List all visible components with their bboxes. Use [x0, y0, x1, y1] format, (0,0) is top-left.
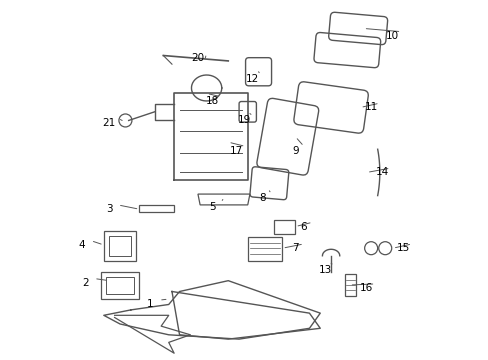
Text: 4: 4 — [79, 240, 85, 250]
Text: 6: 6 — [300, 221, 307, 231]
Text: 20: 20 — [191, 53, 204, 63]
Text: 21: 21 — [102, 118, 116, 128]
Text: 1: 1 — [147, 300, 153, 310]
Text: 10: 10 — [386, 31, 399, 41]
Text: 11: 11 — [364, 103, 377, 112]
Text: 7: 7 — [291, 243, 298, 253]
Text: 13: 13 — [318, 265, 332, 275]
Text: 12: 12 — [245, 74, 258, 84]
Text: 16: 16 — [360, 283, 373, 293]
Text: 19: 19 — [237, 116, 251, 126]
Text: 14: 14 — [375, 167, 388, 177]
Text: 18: 18 — [205, 96, 218, 106]
Text: 17: 17 — [230, 146, 243, 156]
Text: 3: 3 — [106, 204, 112, 214]
Text: 2: 2 — [82, 278, 88, 288]
Text: 5: 5 — [208, 202, 215, 212]
Text: 8: 8 — [259, 193, 265, 203]
Text: 9: 9 — [291, 146, 298, 156]
Text: 15: 15 — [396, 243, 409, 253]
